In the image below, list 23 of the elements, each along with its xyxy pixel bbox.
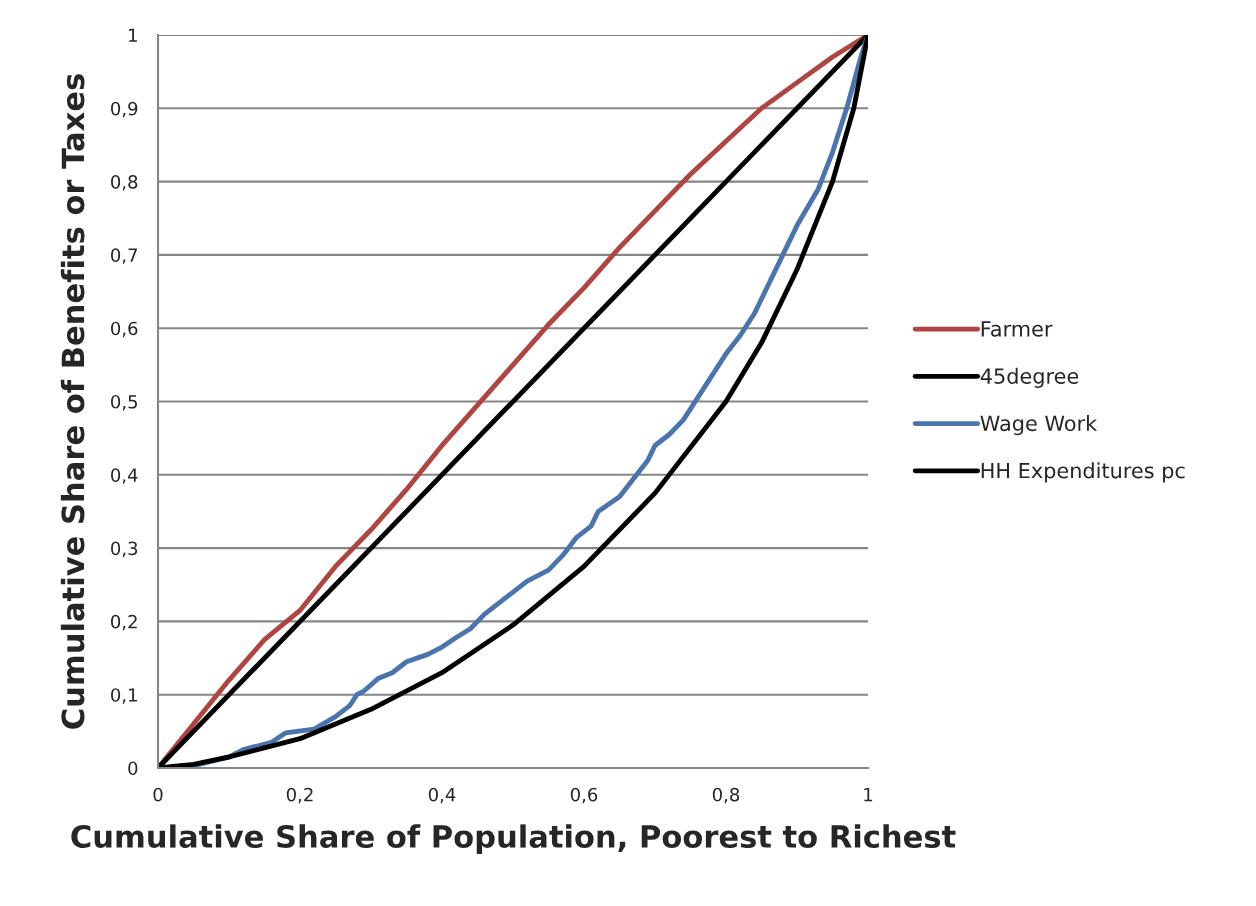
- y-tick-label: 0,3: [111, 541, 138, 558]
- x-tick-label: 0: [153, 787, 163, 802]
- y-tick-label: 1: [129, 28, 137, 42]
- y-tick-label: 0,7: [111, 248, 138, 264]
- legend-label: 45degree: [980, 367, 1079, 388]
- legend-label: HH Expenditures pc: [981, 462, 1185, 483]
- x-tick-label: 0,2: [286, 787, 313, 804]
- x-axis-title: Cumulative Share of Population, Poorest to Richest: [71, 824, 956, 854]
- y-tick-label: 0,2: [111, 614, 137, 631]
- y-tick-label: 0,5: [111, 394, 137, 411]
- y-axis-title: Cumulative Share of Benefits or Taxes: [60, 74, 85, 729]
- x-tick-label: 0,4: [428, 787, 456, 804]
- legend-label: Farmer: [981, 321, 1053, 337]
- x-tick-label: 0,6: [570, 787, 598, 804]
- y-tick-label: 0,4: [111, 468, 138, 484]
- y-tick-label: 0,8: [111, 175, 138, 191]
- x-tick-label: 0,8: [712, 787, 740, 804]
- y-tick-label: 0,1: [111, 688, 137, 704]
- y-tick-label: 0,6: [111, 321, 138, 338]
- y-tick-label: 0: [128, 761, 138, 776]
- x-tick-label: 1: [864, 788, 873, 802]
- legend-label: Wage Work: [980, 415, 1098, 436]
- y-tick-label: 0,9: [111, 101, 138, 118]
